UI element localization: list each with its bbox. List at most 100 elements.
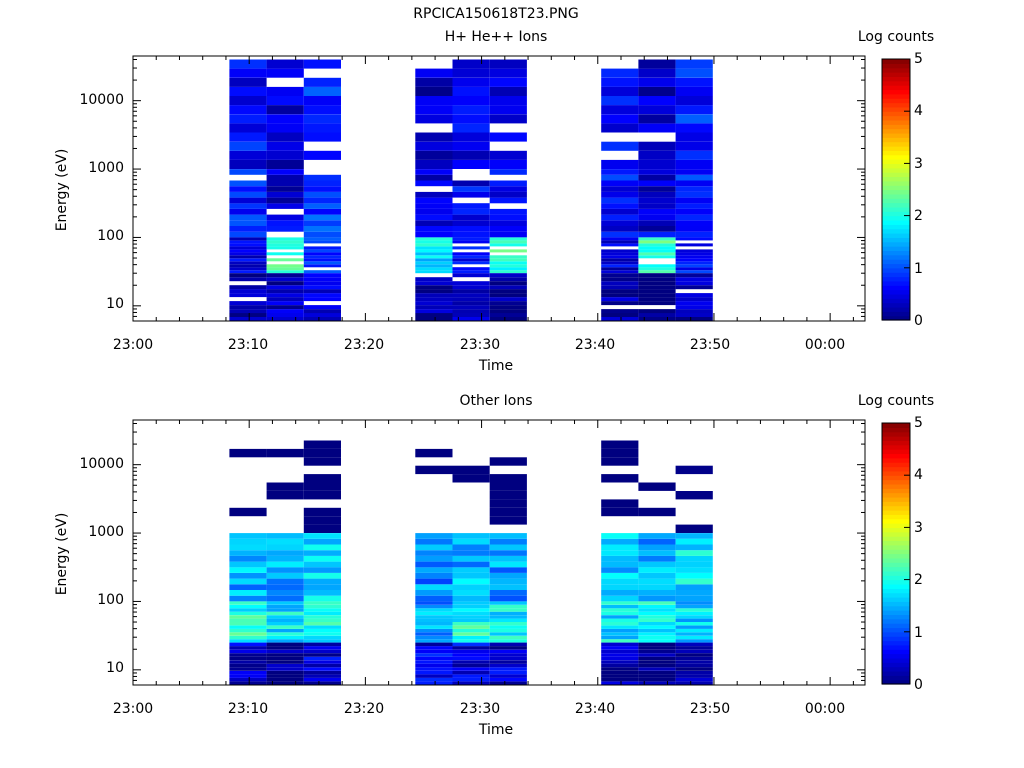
panel-2-heatmap-cell bbox=[229, 533, 267, 539]
panel-1-heatmap-cell bbox=[415, 141, 453, 151]
panel-2-heatmap-cell bbox=[266, 567, 304, 573]
panel-2-heatmap-cell bbox=[638, 632, 676, 636]
panel-1-colorbar-segment bbox=[882, 89, 910, 95]
panel-1-heatmap-cell bbox=[229, 59, 267, 69]
panel-2-heatmap-cell bbox=[415, 618, 453, 622]
panel-1-heatmap-cell bbox=[415, 267, 453, 271]
panel-1-heatmap-cell bbox=[638, 252, 676, 256]
panel-1-heatmap-cell bbox=[303, 297, 341, 302]
panel-2-heatmap-cell bbox=[601, 544, 639, 551]
panel-2-colorbar-segment bbox=[882, 431, 910, 437]
panel-2-title: Other Ions bbox=[459, 393, 533, 409]
panel-2-heatmap-cell bbox=[229, 611, 267, 616]
panel-2-heatmap-cell bbox=[489, 608, 527, 612]
panel-2-heatmap-cell bbox=[303, 491, 341, 500]
panel-2-heatmap-cell bbox=[489, 578, 527, 585]
panel-1-x-tick: 00:00 bbox=[804, 337, 846, 353]
panel-2-heatmap-cell bbox=[266, 550, 304, 556]
panel-2-heatmap-cell bbox=[266, 653, 304, 657]
panel-1-heatmap-cell bbox=[489, 240, 527, 244]
panel-1-heatmap-cell bbox=[266, 240, 304, 244]
panel-1-heatmap-cell bbox=[675, 297, 713, 302]
panel-1-heatmap-cell bbox=[229, 317, 267, 321]
panel-1-heatmap-cell bbox=[489, 191, 527, 198]
panel-1-colorbar-segment bbox=[882, 141, 910, 147]
panel-1-heatmap-cell bbox=[415, 301, 453, 306]
panel-2-colorbar-segment bbox=[882, 479, 910, 485]
panel-2-colorbar-segment bbox=[882, 531, 910, 537]
panel-1-x-tick: 23:50 bbox=[689, 337, 731, 353]
panel-2-heatmap-cell bbox=[229, 538, 267, 545]
panel-1-heatmap-cell bbox=[229, 258, 267, 262]
panel-2-heatmap-cell bbox=[266, 639, 304, 643]
panel-2-heatmap-cell bbox=[415, 642, 453, 647]
panel-2-heatmap-cell bbox=[303, 660, 341, 664]
panel-2-heatmap-cell bbox=[601, 649, 639, 654]
panel-2-heatmap-cell bbox=[229, 660, 267, 664]
panel-1-heatmap-cell bbox=[229, 159, 267, 169]
panel-1-heatmap-cell bbox=[266, 297, 304, 302]
panel-2-heatmap-cell bbox=[229, 601, 267, 605]
panel-2-heatmap-cell bbox=[452, 681, 490, 685]
panel-1-heatmap-cell bbox=[303, 86, 341, 96]
panel-1-heatmap-cell bbox=[415, 231, 453, 238]
panel-1-heatmap-cell bbox=[675, 105, 713, 115]
panel-2-heatmap-cell bbox=[452, 555, 490, 562]
panel-2-heatmap-cell bbox=[415, 670, 453, 675]
panel-1-heatmap-cell bbox=[675, 293, 713, 298]
panel-1-colorbar-segment bbox=[882, 80, 910, 86]
panel-1-heatmap-cell bbox=[415, 159, 453, 169]
panel-1-heatmap-cell bbox=[229, 105, 267, 115]
panel-2-heatmap-cell bbox=[601, 604, 639, 609]
panel-1-heatmap-cell bbox=[303, 264, 341, 268]
panel-1-heatmap-cell bbox=[266, 246, 304, 250]
panel-2-heatmap-cell bbox=[415, 625, 453, 629]
panel-2-heatmap-cell bbox=[675, 681, 713, 685]
panel-1-heatmap-cell bbox=[638, 301, 676, 306]
panel-2-heatmap-cell bbox=[452, 590, 490, 596]
panel-2-colorbar-segment bbox=[882, 440, 910, 446]
panel-1-heatmap-cell bbox=[303, 186, 341, 192]
panel-2-colorbar-segment bbox=[882, 666, 910, 672]
panel-1-heatmap-cell bbox=[489, 59, 527, 69]
panel-1-heatmap-cell bbox=[415, 105, 453, 115]
panel-2-heatmap-cell bbox=[229, 590, 267, 596]
panel-2-heatmap-cell bbox=[303, 681, 341, 685]
panel-2-heatmap-cell bbox=[489, 584, 527, 590]
panel-2-heatmap-cell bbox=[266, 544, 304, 551]
panel-1-heatmap-cell bbox=[601, 220, 639, 226]
panel-2-heatmap-cell bbox=[675, 572, 713, 579]
panel-1-heatmap-cell bbox=[489, 267, 527, 271]
panel-1-heatmap-cell bbox=[452, 240, 490, 244]
panel-2-heatmap-cell bbox=[415, 632, 453, 636]
panel-2-heatmap-cell bbox=[452, 670, 490, 675]
panel-1-colorbar-segment bbox=[882, 206, 910, 212]
panel-1-heatmap-cell bbox=[675, 68, 713, 78]
panel-2-heatmap-cell bbox=[415, 601, 453, 605]
panel-1-x-tick: 23:40 bbox=[574, 337, 616, 353]
panel-1-colorbar-segment bbox=[882, 111, 910, 117]
panel-2-heatmap-cell bbox=[452, 544, 490, 551]
panel-2-heatmap-cell bbox=[415, 538, 453, 545]
panel-1-heatmap-cell bbox=[452, 309, 490, 314]
panel-1-heatmap-cell bbox=[229, 267, 267, 271]
panel-1-heatmap-cell bbox=[489, 169, 527, 175]
panel-2-colorbar-segment bbox=[882, 570, 910, 576]
panel-2-heatmap-cell bbox=[601, 533, 639, 539]
panel-2-colorbar-frame bbox=[881, 422, 911, 685]
panel-2-heatmap-cell bbox=[601, 578, 639, 585]
panel-1-heatmap-cell bbox=[229, 114, 267, 124]
panel-2-colorbar-segment bbox=[882, 601, 910, 607]
panel-1-heatmap-cell bbox=[638, 293, 676, 298]
panel-2-heatmap-cell bbox=[489, 595, 527, 602]
panel-1-x-tick: 23:30 bbox=[459, 337, 501, 353]
panel-2-heatmap-cell bbox=[415, 604, 453, 609]
panel-2-colorbar-segment bbox=[882, 679, 910, 685]
panel-1-heatmap-cell bbox=[452, 150, 490, 160]
panel-2-colorbar-segment bbox=[882, 457, 910, 463]
panel-1-heatmap-cell bbox=[452, 313, 490, 317]
panel-1-colorbar-segment bbox=[882, 237, 910, 243]
panel-2-colorbar-segment bbox=[882, 618, 910, 624]
panel-1-colorbar-segment bbox=[882, 311, 910, 317]
panel-2-heatmap-cell bbox=[229, 667, 267, 671]
